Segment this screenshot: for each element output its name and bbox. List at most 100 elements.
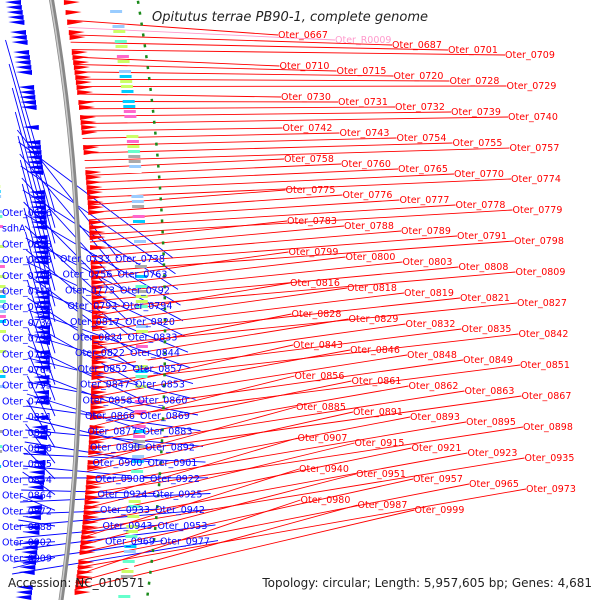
plus-strand-gene [88,205,104,210]
gene-label-right: Oter_0765 [398,164,448,175]
gene-label-mid: Oter_0933 [100,505,150,516]
cog-feature [127,140,139,143]
plus-strand-gene [81,125,97,130]
gene-label-right: Oter_0907 [298,433,348,444]
gene-label-right: Oter_0828 [292,309,342,320]
minus-strand-gene [6,5,22,10]
gene-label-left: Oter_0721 [2,302,52,313]
gene-label-right: Oter_0885 [296,402,346,413]
gene-label-mid: Oter_0860 [138,395,188,406]
gene-label-mid: Oter_0866 [85,411,135,422]
gene-label-right: Oter_0770 [454,169,504,180]
cog-feature [128,150,140,153]
cog-feature [109,5,121,8]
cog-feature [115,40,127,43]
gene-label-right: Oter_0720 [394,71,444,82]
gene-label-right: Oter_0774 [511,174,561,185]
gene-label-right: Oter_0957 [413,474,463,485]
gene-label-mid: Oter_0820 [125,317,175,328]
gene-label-right: Oter_0742 [283,123,333,134]
cog-feature [117,55,129,58]
gene-label-right: Oter_0891 [353,407,403,418]
gene-label-right: Oter_0783 [287,216,337,227]
gene-label-right: Oter_0775 [286,185,336,196]
minus-strand-gene [21,105,37,110]
minus-strand-gene [18,85,34,90]
gene-label-left: sdhA [2,224,26,235]
plus-strand-gene [70,35,86,40]
gene-label-left: Oter_0797 [2,396,52,407]
gene-label-right: Oter_0999 [415,505,465,516]
gene-label-right: Oter_0816 [290,278,340,289]
gene-label-mid: Oter_0953 [158,521,208,532]
gene-label-left: Oter_0711 [2,287,52,298]
gene-label-left: Oter_0872 [2,506,52,517]
cog-feature [133,220,145,223]
gene-label-right: Oter_0779 [513,205,563,216]
genome-summary-text: Topology: circular; Length: 5,957,605 bp… [262,576,592,590]
gene-label-left: Oter_0764 [2,365,52,376]
minus-strand-gene [16,70,32,75]
cog-feature [109,0,121,3]
cog-feature [129,160,141,163]
cog-feature [113,30,125,33]
cog-feature [120,80,132,83]
gene-label-right: Oter_0862 [409,381,459,392]
label-leader [85,159,284,168]
gene-label-mid: Oter_0756 [63,270,113,281]
minus-strand-gene [10,30,26,35]
minus-strand-gene [14,55,30,60]
gene-label-left: Oter_0909 [2,553,52,564]
gene-label-right: Oter_0740 [508,112,558,123]
gene-label-left: Oter_0825 [2,428,52,439]
gene-label-mid: Oter_0942 [155,505,205,516]
plus-strand-gene [75,590,91,595]
label-leader [87,174,454,190]
gene-label-mid: Oter_0908 [95,474,145,485]
gene-label-right: Oter_0701 [448,45,498,56]
plus-strand-gene [85,170,101,175]
gene-label-mid: Oter_0853 [135,380,185,391]
plus-strand-gene [84,505,100,510]
plus-strand-gene [85,500,101,505]
gene-label-right: Oter_0791 [457,231,507,242]
minus-strand-gene [15,595,31,600]
gene-label-left: Oter_0854 [2,475,52,486]
gene-label-right: Oter_0832 [406,319,456,330]
gene-label-right: Oter_0728 [450,76,500,87]
gene-label-right: Oter_0709 [505,50,555,61]
gene-label-right: Oter_0965 [469,479,519,490]
cog-feature [129,165,141,168]
gene-label-left: Oter_0703 [2,271,52,282]
minus-strand-gene [11,35,27,40]
gene-label-right: Oter_0895 [466,417,516,428]
gene-label-mid: Oter_0822 [75,348,125,359]
cog-feature [123,100,135,103]
gene-label-right: Oter_0789 [401,226,451,237]
minus-strand-gene [7,10,23,15]
minus-strand-gene [8,20,24,25]
minus-strand-gene [8,15,24,20]
gene-label-mid: Oter_0792 [120,285,170,296]
gene-label-right: Oter_0898 [523,422,573,433]
label-leader [73,57,280,66]
gene-label-right: Oter_0808 [459,262,509,273]
cog-feature [121,85,133,88]
plus-strand-gene [91,390,107,395]
gene-label-left: Oter_0734 [2,318,52,329]
gene-label-right: Oter_0731 [338,97,388,108]
cog-feature [0,470,1,473]
plus-strand-gene [74,65,90,70]
label-leader [88,195,342,212]
cog-feature [122,565,134,568]
gene-label-right: Oter_0818 [347,283,397,294]
cog-feature [0,195,1,198]
gene-label-right: Oter_0809 [516,267,566,278]
gene-label-mid: Oter_0901 [148,458,198,469]
label-leader [88,190,286,205]
gene-label-right: Oter_0710 [280,61,330,72]
gene-label-mid: Oter_0890 [90,442,140,453]
gene-label-right: Oter_0777 [400,195,450,206]
gene-label-left: Oter_0759 [2,334,52,345]
